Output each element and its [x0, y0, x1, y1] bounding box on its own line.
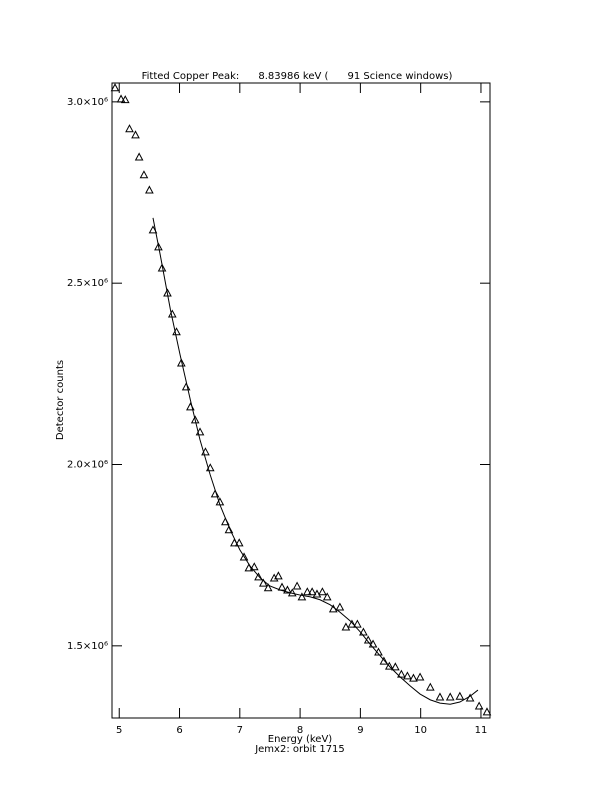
- data-point: [157, 263, 167, 272]
- data-point: [474, 701, 484, 710]
- data-point: [445, 692, 455, 701]
- data-point: [379, 656, 389, 665]
- y-axis-label: Detector counts: [55, 360, 66, 440]
- data-point: [283, 585, 292, 594]
- fit-line: [152, 217, 479, 705]
- y-tick-label: 3.0×10⁶: [67, 97, 108, 108]
- data-point: [297, 592, 307, 601]
- data-point: [455, 691, 465, 700]
- data-point: [116, 94, 126, 103]
- x-tick-label: 11: [475, 725, 488, 736]
- data-point: [224, 525, 234, 534]
- data-point: [397, 669, 406, 678]
- x-tick-label: 8: [297, 725, 303, 736]
- data-point: [341, 622, 351, 631]
- y-tick-label: 2.0×10⁶: [67, 460, 108, 471]
- data-point: [292, 581, 302, 590]
- data-point: [403, 671, 412, 680]
- data-point: [347, 619, 357, 628]
- data-point: [234, 538, 244, 547]
- data-point: [318, 587, 327, 596]
- data-point: [120, 95, 130, 104]
- data-point: [176, 358, 186, 367]
- data-point: [125, 124, 134, 133]
- data-point: [254, 572, 263, 581]
- data-point: [482, 707, 492, 716]
- y-tick-label: 2.5×10⁶: [67, 278, 108, 289]
- data-point: [145, 185, 154, 194]
- data-point: [435, 692, 445, 701]
- footnote: Jemx2: orbit 1715: [254, 744, 345, 755]
- data-point: [244, 563, 254, 572]
- x-tick-label: 10: [414, 725, 427, 736]
- x-axis-label: Energy (keV): [268, 734, 333, 745]
- data-point: [322, 592, 332, 601]
- plot-frame: [111, 82, 491, 719]
- data-point: [181, 382, 191, 391]
- data-point: [139, 170, 149, 179]
- chart-title: Fitted Copper Peak: 8.83986 keV ( 91 Sci…: [142, 71, 453, 82]
- x-tick-label: 6: [176, 725, 182, 736]
- data-point: [134, 152, 144, 161]
- y-tick-label: 1.5×10⁶: [67, 641, 108, 652]
- data-point: [239, 552, 249, 561]
- data-point: [391, 662, 400, 671]
- data-point: [148, 225, 158, 234]
- data-point: [409, 673, 418, 682]
- data-point: [384, 661, 394, 670]
- data-point: [249, 562, 259, 571]
- x-tick-label: 9: [357, 725, 363, 736]
- data-point: [415, 672, 425, 681]
- data-point: [154, 242, 163, 251]
- data-point: [263, 583, 273, 592]
- data-point: [425, 682, 435, 691]
- data-point: [307, 587, 317, 596]
- data-point: [258, 578, 268, 587]
- data-point: [110, 83, 120, 92]
- data-point: [274, 571, 283, 580]
- data-point: [312, 589, 322, 598]
- data-point: [131, 130, 140, 139]
- x-tick-label: 7: [237, 725, 243, 736]
- data-point: [302, 587, 312, 596]
- x-tick-label: 5: [116, 725, 122, 736]
- data-point: [190, 415, 200, 424]
- data-point: [335, 602, 345, 611]
- data-point: [353, 619, 362, 628]
- data-point: [210, 489, 220, 498]
